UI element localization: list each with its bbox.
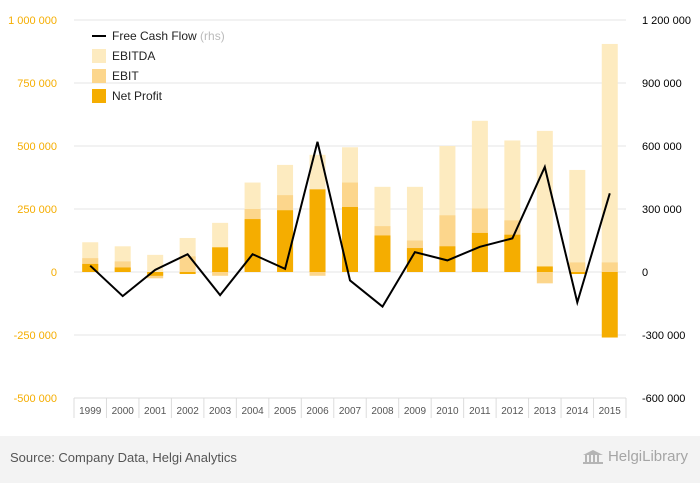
legend-label[interactable]: Free Cash Flow (rhs) [112, 29, 225, 43]
bar-ebit[interactable] [212, 272, 229, 276]
y-right-tick-label: 300 000 [642, 204, 682, 216]
x-tick-label: 2010 [436, 406, 459, 417]
x-tick-label: 2000 [112, 406, 135, 417]
x-tick-label: 2012 [501, 406, 524, 417]
line-free-cash-flow[interactable] [89, 141, 611, 309]
legend-label-suffix: (rhs) [197, 29, 225, 43]
x-tick-label: 2015 [599, 406, 622, 417]
bar-net-profit[interactable] [439, 246, 456, 272]
y-left-tick-label: 250 000 [17, 204, 57, 216]
bar-ebit[interactable] [569, 262, 586, 272]
y-right-tick-label: 1 200 000 [642, 15, 691, 27]
legend-label[interactable]: Net Profit [112, 89, 163, 103]
x-tick-label: 2005 [274, 406, 297, 417]
legend-swatch-bar [92, 89, 106, 103]
y-right-tick-label: 0 [642, 267, 648, 279]
x-tick-label: 2003 [209, 406, 232, 417]
bar-net-profit[interactable] [179, 272, 196, 275]
bar-ebit[interactable] [179, 256, 196, 272]
bar-net-profit[interactable] [569, 272, 586, 275]
bar-net-profit[interactable] [277, 210, 294, 272]
x-tick-label: 2009 [404, 406, 427, 417]
combo-chart: 1 000 000 750 000 500 000 250 000 0 -250 000 -… [8, 15, 691, 418]
source-note: Source: Company Data, Helgi Analytics [10, 450, 237, 465]
y-left-tick-label: 750 000 [17, 78, 57, 90]
bar-net-profit[interactable] [212, 247, 229, 272]
y-left-tick-label: -250 000 [14, 330, 57, 342]
bar-net-profit[interactable] [504, 234, 521, 272]
bar-net-profit[interactable] [471, 232, 488, 272]
x-tick-label: 2006 [306, 406, 329, 417]
legend-label[interactable]: EBIT [112, 69, 139, 83]
bar-ebit[interactable] [114, 261, 131, 272]
bar-net-profit[interactable] [536, 266, 553, 272]
x-tick-label: 2001 [144, 406, 167, 417]
bar-ebitda[interactable] [601, 43, 618, 272]
bar-net-profit[interactable] [309, 189, 326, 272]
x-tick-label: 2008 [371, 406, 394, 417]
bar-net-profit[interactable] [342, 206, 358, 272]
library-building-icon [582, 449, 603, 464]
x-tick-label: 2002 [177, 406, 200, 417]
brand-name: HelgiLibrary [607, 448, 688, 465]
bar-net-profit[interactable] [114, 267, 131, 272]
bar-net-profit[interactable] [244, 219, 261, 272]
y-left-tick-label: 1 000 000 [8, 15, 57, 27]
bar-ebitda[interactable] [536, 130, 553, 272]
legend-swatch-bar [92, 49, 106, 63]
x-tick-label: 2004 [241, 406, 264, 417]
y-left-tick-label: 0 [51, 267, 57, 279]
bar-net-profit[interactable] [601, 272, 618, 338]
x-tick-label: 1999 [79, 406, 102, 417]
y-left-tick-label: -500 000 [14, 393, 57, 405]
y-left-tick-label: 500 000 [17, 141, 57, 153]
brand-logo[interactable]: HelgiLibrary [582, 448, 688, 465]
y-right-tick-label: 900 000 [642, 78, 682, 90]
bar-ebit[interactable] [309, 272, 326, 276]
x-tick-label: 2013 [534, 406, 557, 417]
x-tick-label: 2014 [566, 406, 589, 417]
footer: Source: Company Data, Helgi Analytics He… [0, 436, 700, 483]
y-right-tick-label: 600 000 [642, 141, 682, 153]
x-tick-label: 2011 [469, 406, 491, 417]
bar-net-profit[interactable] [147, 272, 164, 276]
y-right-tick-label: -600 000 [642, 393, 685, 405]
legend-label[interactable]: EBITDA [112, 49, 155, 63]
bar-ebitda[interactable] [569, 169, 586, 272]
bar-ebit[interactable] [536, 272, 553, 284]
legend-swatch-bar [92, 69, 106, 83]
bar-ebit[interactable] [601, 262, 618, 272]
bar-net-profit[interactable] [82, 263, 99, 272]
bar-net-profit[interactable] [374, 235, 391, 272]
y-right-tick-label: -300 000 [642, 330, 685, 342]
x-tick-label: 2007 [339, 406, 362, 417]
